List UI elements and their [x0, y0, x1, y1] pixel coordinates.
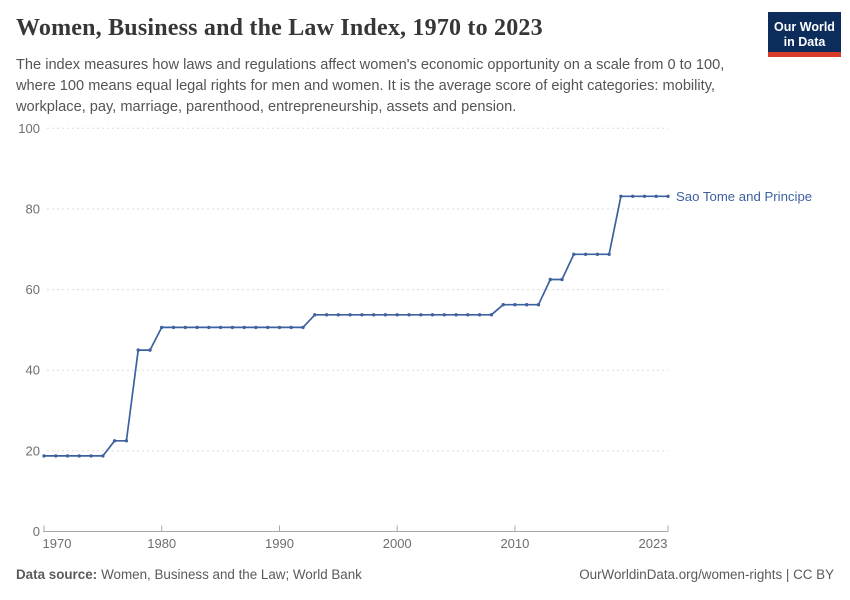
chart-point[interactable] — [536, 303, 541, 307]
chart-point[interactable] — [289, 325, 293, 330]
data-source-value: Women, Business and the Law; World Bank — [101, 567, 362, 582]
chart-point[interactable] — [454, 313, 458, 317]
chart-point[interactable] — [466, 313, 470, 317]
chart-point[interactable] — [631, 194, 635, 198]
chart-point[interactable] — [654, 194, 658, 198]
chart-point[interactable] — [442, 313, 446, 317]
y-tick-label: 60 — [26, 282, 40, 297]
subtitle-line: The index measures how laws and regulati… — [16, 57, 725, 73]
y-tick-label: 40 — [26, 363, 40, 378]
chart-point[interactable] — [407, 313, 411, 317]
chart-point[interactable] — [183, 325, 187, 330]
data-source: Data source: Women, Business and the Law;… — [16, 567, 362, 582]
chart-point[interactable] — [42, 454, 46, 458]
chart-point[interactable] — [89, 454, 93, 458]
y-tick-label: 80 — [26, 201, 40, 216]
chart-point[interactable] — [195, 325, 199, 330]
x-tick-label: 1990 — [265, 536, 294, 551]
x-tick-label: 2023 — [639, 536, 668, 551]
x-tick-label: 1970 — [43, 536, 72, 551]
x-tick-label: 2000 — [383, 536, 412, 551]
subtitle-line: where 100 means equal legal rights for m… — [16, 78, 715, 94]
logo-red-bar — [768, 52, 841, 57]
chart-point[interactable] — [171, 325, 176, 330]
chart-point[interactable] — [254, 325, 258, 330]
chart-point[interactable] — [572, 252, 576, 256]
data-source-label: Data source: — [16, 567, 98, 582]
chart-point[interactable] — [324, 313, 329, 317]
chart-point[interactable] — [65, 454, 70, 458]
footer-links: OurWorldinData.org/women-rights | CC BY — [579, 567, 834, 582]
chart-point[interactable] — [395, 313, 399, 317]
y-tick-label: 20 — [26, 443, 40, 458]
chart-point[interactable] — [642, 194, 647, 198]
chart-point[interactable] — [501, 303, 505, 307]
chart-point[interactable] — [313, 313, 317, 317]
chart-point[interactable] — [266, 325, 270, 330]
chart-point[interactable] — [207, 325, 211, 330]
chart-subtitle: The index measures how laws and regulati… — [16, 55, 776, 118]
chart-point[interactable] — [112, 439, 117, 443]
chart-point[interactable] — [430, 313, 435, 317]
chart-point[interactable] — [548, 277, 552, 282]
chart-point[interactable] — [583, 252, 588, 256]
x-tick-label: 1980 — [147, 536, 176, 551]
chart-point[interactable] — [124, 439, 129, 443]
chart-point[interactable] — [148, 348, 152, 352]
logo-text-line2: in Data — [783, 34, 826, 49]
chart-point[interactable] — [619, 194, 623, 198]
page-title: Women, Business and the Law Index, 1970 … — [16, 15, 543, 41]
series-label: Sao Tome and Principe — [676, 189, 812, 204]
chart-point[interactable] — [525, 303, 529, 307]
chart-point[interactable] — [348, 313, 352, 317]
chart-point[interactable] — [136, 348, 140, 352]
chart-point[interactable] — [218, 325, 223, 330]
chart-point[interactable] — [101, 454, 105, 458]
license-text: | CC BY — [782, 567, 834, 582]
chart-point[interactable] — [666, 194, 670, 198]
chart-point[interactable] — [242, 325, 246, 330]
logo-text-line1: Our World — [774, 19, 835, 34]
chart-point[interactable] — [77, 454, 82, 458]
chart-point[interactable] — [301, 325, 305, 330]
chart-point[interactable] — [513, 303, 517, 307]
chart-line[interactable] — [43, 195, 669, 457]
chart-point[interactable] — [372, 313, 376, 317]
x-tick-label: 2010 — [500, 536, 529, 551]
chart-point[interactable] — [54, 454, 58, 458]
chart-point[interactable] — [477, 313, 482, 317]
chart-point[interactable] — [419, 313, 423, 317]
owid-url-link[interactable]: OurWorldinData.org/women-rights — [579, 567, 783, 582]
chart-point[interactable] — [230, 325, 235, 330]
chart-point[interactable] — [595, 252, 600, 256]
owid-logo[interactable]: Our World in Data — [768, 12, 841, 57]
subtitle-line: workplace, pay, marriage, parenthood, en… — [16, 99, 517, 115]
chart-point[interactable] — [489, 313, 494, 317]
chart-point[interactable] — [336, 313, 340, 317]
y-tick-label: 100 — [18, 121, 40, 136]
chart-point[interactable] — [383, 313, 388, 317]
chart-point[interactable] — [277, 325, 282, 330]
chart-point[interactable] — [607, 252, 611, 256]
y-tick-label: 0 — [33, 524, 40, 539]
chart-point[interactable] — [360, 313, 364, 317]
chart-footer: Data source: Women, Business and the Law;… — [0, 567, 850, 582]
chart-point[interactable] — [160, 325, 164, 330]
chart-point[interactable] — [560, 277, 564, 282]
